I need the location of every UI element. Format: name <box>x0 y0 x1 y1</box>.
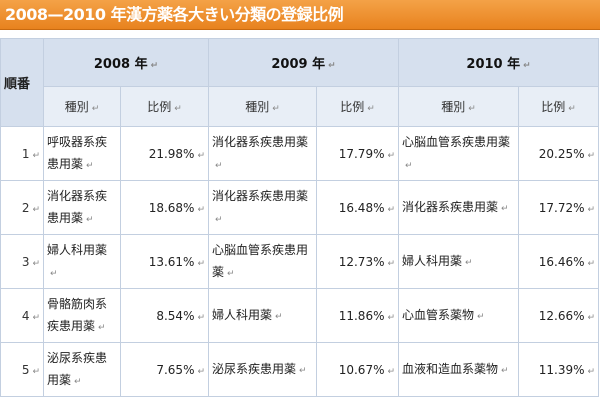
ratio-cell: 7.65% ↵ <box>119 342 210 397</box>
ratio-cell: 8.54% ↵ <box>119 288 210 343</box>
table-row: 3 ↵ 婦人科用薬↵ 13.61% ↵ 心脳血管系疾患用薬 ↵ 12.73% ↵ 婦人科… <box>0 234 600 289</box>
kind-cell: 消化器系疾患用薬↵ <box>398 180 520 235</box>
kind-cell: 心脳血管系疾患用薬↵ <box>208 234 318 289</box>
kind-cell: 消化器系疾患用薬↵ <box>208 126 318 181</box>
kind-cell: 心脳血管系疾患用薬↵ <box>398 126 520 181</box>
kind-cell: 婦人科用薬↵ <box>208 288 318 343</box>
ratio-cell: 12.73% ↵ <box>316 234 400 289</box>
rank-cell: 4 ↵ <box>0 288 44 343</box>
rank-cell: 5 ↵ <box>0 342 44 397</box>
ratio-cell: 18.68% ↵ <box>119 180 210 235</box>
year-header-2008: 2008 年 ↵ <box>42 38 210 87</box>
ratio-cell: 10.67% ↵ <box>316 342 400 397</box>
kind-header: 種別 ↵ <box>398 86 520 127</box>
kind-cell: 心血管系薬物 ↵ <box>398 288 520 343</box>
kind-cell: 婦人科用薬↵ <box>43 234 121 289</box>
kind-cell: 泌尿系疾患用薬 ↵ <box>43 342 121 397</box>
ratio-cell: 16.46% ↵ <box>518 234 600 289</box>
ratio-cell: 20.25% ↵ <box>518 126 600 181</box>
kind-cell: 血液和造血系薬物 ↵ <box>398 342 520 397</box>
ratio-cell: 21.98% ↵ <box>119 126 210 181</box>
table-row: 5 ↵ 泌尿系疾患用薬 ↵ 7.65% ↵ 泌尿系疾患用薬 ↵ 10.67% ↵ 血液和造… <box>0 342 600 397</box>
ratio-header: 比例 ↵ <box>316 86 400 127</box>
kind-cell: 消化器系疾患用薬↵ <box>208 180 318 235</box>
table-row: 4 ↵ 骨骼筋肉系疾患用薬 ↵ 8.54% ↵ 婦人科用薬 ↵ 11.86% ↵ 心血管系… <box>0 288 600 343</box>
title-bar: 2008—2010 年漢方薬各大きい分類の登録比例 <box>0 0 600 30</box>
rank-cell: 3 ↵ <box>0 234 44 289</box>
ratio-cell: 17.79% ↵ <box>316 126 400 181</box>
kind-cell: 呼吸器系疾患用薬 ↵ <box>43 126 121 181</box>
ratio-cell: 11.39% ↵ <box>518 342 600 397</box>
rank-cell: 2 ↵ <box>0 180 44 235</box>
table-title: 2008—2010 年漢方薬各大きい分類の登録比例 <box>5 5 344 24</box>
ratio-cell: 12.66% ↵ <box>518 288 600 343</box>
kind-cell: 骨骼筋肉系疾患用薬 ↵ <box>43 288 121 343</box>
registration-ratio-table: 順番 2008 年 ↵ 2009 年 ↵ 2010 年 ↵ 種別 ↵ 比例 ↵ 種別 ↵ 比… <box>0 38 600 397</box>
rank-header: 順番 <box>0 38 44 127</box>
year-header-2010: 2010 年 ↵ <box>398 38 600 87</box>
ratio-cell: 16.48% ↵ <box>316 180 400 235</box>
kind-cell: 泌尿系疾患用薬 ↵ <box>208 342 318 397</box>
table-row: 2 ↵ 消化器系疾患用薬 ↵ 18.68% ↵ 消化器系疾患用薬↵ 16.48% ↵ 消… <box>0 180 600 235</box>
ratio-cell: 17.72% ↵ <box>518 180 600 235</box>
table-row: 1 ↵ 呼吸器系疾患用薬 ↵ 21.98% ↵ 消化器系疾患用薬↵ 17.79% ↵ 心… <box>0 126 600 181</box>
year-header-2009: 2009 年 ↵ <box>208 38 400 87</box>
ratio-cell: 13.61% ↵ <box>119 234 210 289</box>
kind-header: 種別 ↵ <box>43 86 121 127</box>
kind-cell: 婦人科用薬↵ <box>398 234 520 289</box>
kind-header: 種別 ↵ <box>208 86 318 127</box>
ratio-header: 比例 ↵ <box>518 86 600 127</box>
kind-cell: 消化器系疾患用薬↵ <box>43 180 121 235</box>
ratio-header: 比例 ↵ <box>119 86 210 127</box>
ratio-cell: 11.86% ↵ <box>316 288 400 343</box>
rank-cell: 1 ↵ <box>0 126 44 181</box>
